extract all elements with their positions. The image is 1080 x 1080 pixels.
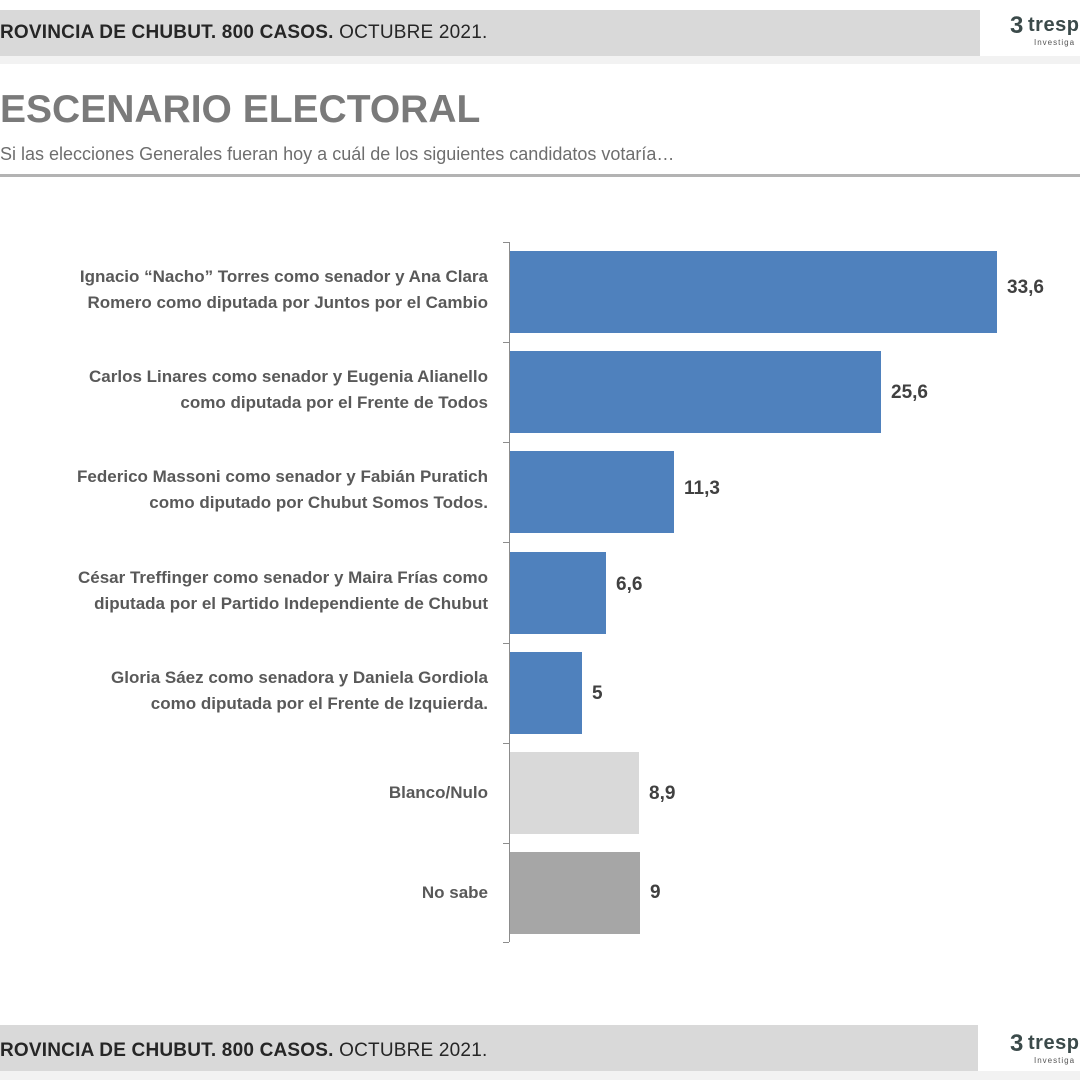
category-label: Gloria Sáez como senadora y Daniela Gord… bbox=[8, 665, 488, 717]
header-survey-date: OCTUBRE 2021. bbox=[333, 22, 488, 43]
category-label-line: como diputada por el Frente de Izquierda… bbox=[150, 694, 488, 713]
axis-tick bbox=[503, 442, 509, 443]
value-label: 5 bbox=[592, 683, 603, 704]
axis-tick bbox=[503, 643, 509, 644]
footer-band-shadow bbox=[0, 1071, 1080, 1080]
bar bbox=[510, 552, 606, 634]
category-label-line: como diputado por Chubut Somos Todos. bbox=[149, 493, 488, 512]
category-label: Blanco/Nulo bbox=[8, 780, 488, 806]
bar bbox=[510, 852, 640, 934]
axis-tick bbox=[503, 342, 509, 343]
value-label: 8,9 bbox=[649, 783, 676, 804]
bar bbox=[510, 251, 997, 333]
value-label: 25,6 bbox=[891, 382, 928, 403]
bar bbox=[510, 451, 674, 533]
value-label: 9 bbox=[650, 882, 661, 903]
bar-row-no-sabe: No sabe 9 bbox=[0, 843, 1080, 943]
footer-survey-bold: ROVINCIA DE CHUBUT. 800 CASOS. bbox=[0, 1040, 334, 1061]
bar bbox=[510, 652, 582, 734]
category-label: Ignacio “Nacho” Torres como senador y An… bbox=[8, 264, 488, 316]
category-label: César Treffinger como senador y Maira Fr… bbox=[8, 565, 488, 617]
logo-mark-icon: 3 bbox=[1010, 12, 1024, 39]
category-label: Carlos Linares como senador y Eugenia Al… bbox=[8, 364, 488, 416]
value-label: 11,3 bbox=[684, 478, 720, 499]
axis-tick bbox=[503, 542, 509, 543]
category-label-line: Carlos Linares como senador y Eugenia Al… bbox=[89, 367, 488, 386]
value-label: 6,6 bbox=[616, 574, 643, 595]
bar bbox=[510, 752, 639, 834]
category-label-line: No sabe bbox=[421, 883, 488, 902]
header-band-shadow bbox=[0, 56, 1080, 64]
category-label-line: Federico Massoni como senador y Fabián P… bbox=[77, 467, 488, 486]
footer-logo: 3 tresp Investiga bbox=[1010, 1030, 1080, 1070]
bar-row-torres-romero: Ignacio “Nacho” Torres como senador y An… bbox=[0, 242, 1080, 342]
category-label-line: César Treffinger como senador y Maira Fr… bbox=[77, 568, 488, 587]
header-band bbox=[0, 10, 980, 56]
logo-mark-icon: 3 bbox=[1010, 1030, 1024, 1057]
bar-row-massoni-puratich: Federico Massoni como senador y Fabián P… bbox=[0, 442, 1080, 542]
bar-row-treffinger-frias: César Treffinger como senador y Maira Fr… bbox=[0, 542, 1080, 642]
bar-row-blanco-nulo: Blanco/Nulo 8,9 bbox=[0, 743, 1080, 843]
category-axis bbox=[509, 242, 510, 942]
title-divider bbox=[0, 174, 1080, 177]
category-label-line: Blanco/Nulo bbox=[388, 783, 488, 802]
axis-tick bbox=[503, 843, 509, 844]
bar-row-linares-alianello: Carlos Linares como senador y Eugenia Al… bbox=[0, 342, 1080, 442]
header-survey-bold: ROVINCIA DE CHUBUT. 800 CASOS. bbox=[0, 22, 334, 43]
axis-tick bbox=[503, 942, 509, 943]
axis-tick bbox=[503, 242, 509, 243]
footer-survey-info: ROVINCIA DE CHUBUT. 800 CASOS. OCTUBRE 2… bbox=[0, 1040, 487, 1062]
category-label-line: Ignacio “Nacho” Torres como senador y An… bbox=[79, 267, 488, 286]
category-label-line: Romero como diputada por Juntos por el C… bbox=[87, 293, 488, 312]
value-label: 33,6 bbox=[1007, 277, 1044, 298]
page-subtitle: Si las elecciones Generales fueran hoy a… bbox=[0, 144, 675, 164]
category-label: No sabe bbox=[8, 880, 488, 906]
category-label-line: como diputada por el Frente de Todos bbox=[180, 393, 488, 412]
header-survey-info: ROVINCIA DE CHUBUT. 800 CASOS. OCTUBRE 2… bbox=[0, 22, 487, 44]
footer-band bbox=[0, 1025, 978, 1071]
category-label-line: diputada por el Partido Independiente de… bbox=[94, 594, 488, 613]
logo-wordmark: tresp bbox=[1028, 14, 1080, 36]
axis-tick bbox=[503, 743, 509, 744]
logo-tagline: Investiga bbox=[1034, 1056, 1076, 1065]
bar bbox=[510, 351, 881, 433]
page-title: ESCENARIO ELECTORAL bbox=[0, 88, 481, 131]
category-label: Federico Massoni como senador y Fabián P… bbox=[8, 464, 488, 516]
header-logo: 3 tresp Investiga bbox=[1010, 12, 1080, 52]
logo-tagline: Investiga bbox=[1034, 38, 1076, 47]
footer-survey-date: OCTUBRE 2021. bbox=[333, 1040, 488, 1061]
bar-row-saez-gordiola: Gloria Sáez como senadora y Daniela Gord… bbox=[0, 643, 1080, 743]
category-label-line: Gloria Sáez como senadora y Daniela Gord… bbox=[111, 668, 488, 687]
logo-wordmark: tresp bbox=[1028, 1032, 1080, 1054]
